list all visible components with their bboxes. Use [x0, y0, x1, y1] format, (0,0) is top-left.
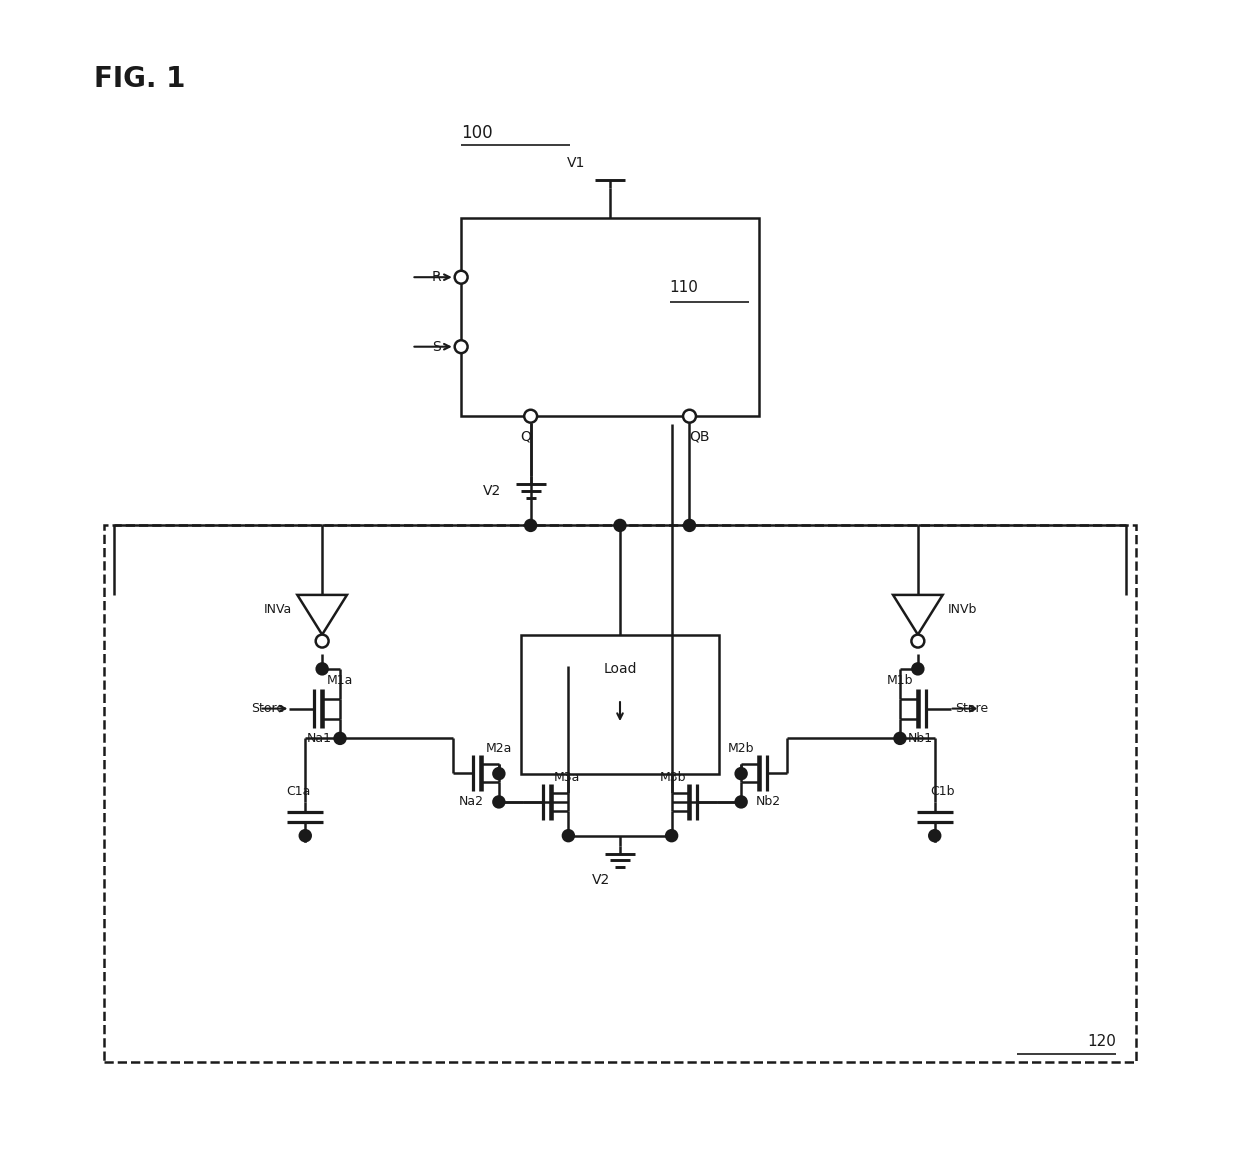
Text: QB: QB — [689, 429, 709, 443]
Circle shape — [666, 831, 677, 841]
Text: Q: Q — [521, 429, 531, 443]
Circle shape — [929, 831, 940, 841]
Text: M2b: M2b — [728, 742, 754, 755]
Circle shape — [735, 768, 746, 779]
Text: M3b: M3b — [660, 770, 687, 784]
Text: Nb2: Nb2 — [756, 796, 781, 809]
Text: V2: V2 — [591, 874, 610, 888]
Text: M1a: M1a — [327, 675, 353, 687]
Text: Nb1: Nb1 — [908, 732, 932, 744]
Circle shape — [300, 831, 311, 841]
Circle shape — [911, 635, 924, 648]
Text: 100: 100 — [461, 125, 492, 142]
Text: INVb: INVb — [947, 603, 977, 616]
Text: V1: V1 — [567, 156, 585, 170]
Text: S: S — [433, 340, 441, 354]
Circle shape — [316, 663, 327, 675]
Circle shape — [526, 520, 536, 531]
Circle shape — [335, 733, 346, 743]
Circle shape — [494, 797, 505, 807]
Text: FIG. 1: FIG. 1 — [94, 64, 185, 93]
Circle shape — [894, 733, 905, 743]
Circle shape — [455, 340, 467, 353]
Circle shape — [316, 635, 329, 648]
Text: 110: 110 — [670, 280, 698, 295]
Text: Store: Store — [956, 702, 988, 715]
Circle shape — [615, 520, 625, 531]
Circle shape — [525, 410, 537, 423]
Circle shape — [735, 797, 746, 807]
Text: M3a: M3a — [553, 770, 580, 784]
Text: C1b: C1b — [930, 785, 955, 798]
Bar — [461, 218, 759, 416]
Text: V2: V2 — [482, 483, 501, 497]
Text: R: R — [432, 270, 441, 284]
Text: Na1: Na1 — [308, 732, 332, 744]
Text: M1b: M1b — [887, 675, 913, 687]
Circle shape — [683, 410, 696, 423]
Circle shape — [494, 768, 505, 779]
Circle shape — [684, 520, 694, 531]
Text: M2a: M2a — [486, 742, 512, 755]
Circle shape — [563, 831, 574, 841]
Bar — [521, 635, 719, 774]
Text: Store: Store — [252, 702, 284, 715]
Text: 120: 120 — [1087, 1035, 1116, 1050]
Text: Na2: Na2 — [459, 796, 484, 809]
Circle shape — [913, 663, 924, 675]
Bar — [104, 525, 1136, 1061]
Circle shape — [455, 270, 467, 283]
Text: Load: Load — [603, 663, 637, 677]
Text: INVa: INVa — [264, 603, 293, 616]
Text: C1a: C1a — [286, 785, 310, 798]
